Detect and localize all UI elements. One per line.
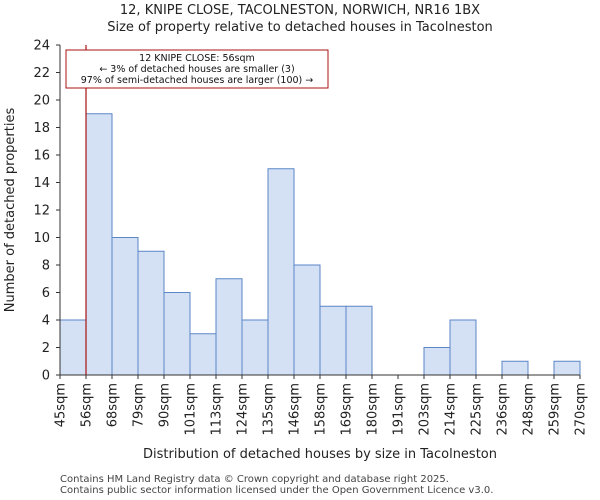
histogram-bar	[319, 305, 347, 376]
histogram-bar	[215, 278, 243, 376]
x-tick-label: 203sqm	[418, 383, 433, 436]
footer-copyright: Contains HM Land Registry data © Crown c…	[60, 474, 449, 485]
y-tick-label: 12	[33, 204, 50, 219]
x-tick-label: 191sqm	[392, 383, 407, 436]
y-tick-label: 2	[42, 341, 50, 356]
histogram-bar	[345, 305, 373, 376]
histogram-bar	[449, 319, 477, 376]
y-tick-label: 24	[33, 39, 50, 54]
footer-licence: Contains public sector information licen…	[60, 485, 494, 496]
x-tick-label: 270sqm	[574, 383, 589, 436]
y-axis-label: Number of detached properties	[3, 108, 18, 313]
histogram-bar	[293, 264, 321, 376]
y-tick-label: 10	[33, 231, 50, 246]
x-tick-label: 56sqm	[80, 383, 95, 427]
histogram-bar	[111, 237, 139, 376]
y-tick-label: 16	[33, 149, 50, 164]
y-tick-label: 4	[42, 314, 50, 329]
histogram-bar	[137, 250, 165, 376]
x-tick-label: 79sqm	[132, 383, 147, 427]
histogram-bar	[59, 319, 87, 376]
histogram-bar	[267, 168, 295, 376]
x-tick-label: 90sqm	[158, 383, 173, 427]
y-tick-label: 20	[33, 94, 50, 109]
chart-title: 12, KNIPE CLOSE, TACOLNESTON, NORWICH, N…	[119, 3, 481, 18]
y-tick-label: 22	[33, 66, 50, 81]
x-tick-label: 45sqm	[54, 383, 69, 427]
x-tick-label: 169sqm	[340, 383, 355, 436]
annotation-line: ← 3% of detached houses are smaller (3)	[99, 64, 294, 75]
x-tick-label: 214sqm	[444, 383, 459, 436]
annotation-box	[65, 49, 329, 89]
x-tick-label: 236sqm	[496, 383, 511, 436]
x-tick-label: 124sqm	[236, 383, 251, 436]
x-tick-label: 225sqm	[470, 383, 485, 436]
x-tick-label: 146sqm	[288, 383, 303, 436]
histogram-bar	[163, 292, 191, 376]
x-tick-label: 158sqm	[314, 383, 329, 436]
y-tick-label: 6	[42, 286, 50, 301]
chart-subtitle: Size of property relative to detached ho…	[107, 20, 493, 35]
x-tick-label: 101sqm	[184, 383, 199, 436]
histogram-bar	[85, 113, 113, 376]
x-tick-label: 259sqm	[548, 383, 563, 436]
annotation-line: 97% of semi-detached houses are larger (…	[81, 75, 314, 86]
y-tick-label: 14	[33, 176, 50, 191]
annotation-line: 12 KNIPE CLOSE: 56sqm	[139, 53, 255, 64]
x-tick-label: 113sqm	[210, 383, 225, 436]
histogram-bar	[553, 360, 581, 376]
x-axis-label: Distribution of detached houses by size …	[143, 447, 497, 462]
x-tick-label: 180sqm	[366, 383, 381, 436]
x-tick-label: 248sqm	[522, 383, 537, 436]
x-tick-label: 68sqm	[106, 383, 121, 427]
y-tick-label: 8	[42, 259, 50, 274]
histogram-bar	[423, 347, 451, 376]
histogram-bar	[189, 333, 217, 376]
y-tick-label: 0	[42, 369, 50, 384]
histogram-bar	[501, 360, 529, 376]
y-tick-label: 18	[33, 121, 50, 136]
histogram-bar	[241, 319, 269, 376]
x-tick-label: 135sqm	[262, 383, 277, 436]
